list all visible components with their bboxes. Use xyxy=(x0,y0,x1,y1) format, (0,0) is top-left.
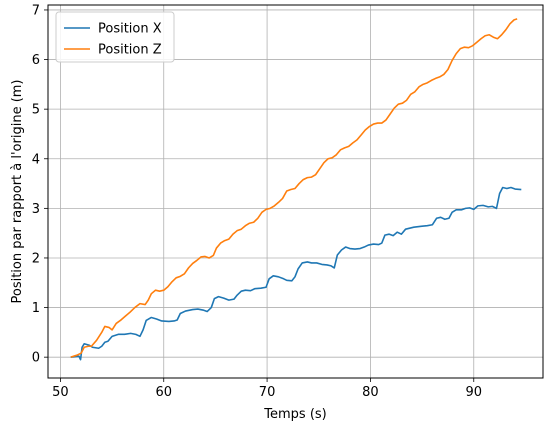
legend: Position X Position Z xyxy=(55,11,175,63)
y-tick-label: 2 xyxy=(32,251,40,266)
y-tick-label: 5 xyxy=(32,103,40,118)
x-tick-label: 50 xyxy=(52,385,69,400)
y-tick-label: 6 xyxy=(32,53,40,68)
x-tick-label: 90 xyxy=(465,385,482,400)
x-tick-label: 70 xyxy=(259,385,276,400)
y-tick-label: 1 xyxy=(32,301,40,316)
y-tick-label: 3 xyxy=(32,202,40,217)
plot-frame xyxy=(47,4,544,379)
y-axis-label: Position par rapport à l'origine (m) xyxy=(10,79,25,303)
y-axis: 0 1 2 3 4 5 6 7 xyxy=(32,3,48,366)
x-tick-label: 60 xyxy=(155,385,172,400)
x-axis-label: Temps (s) xyxy=(263,407,326,422)
y-tick-label: 4 xyxy=(32,152,40,167)
series-line-position-x xyxy=(70,186,522,361)
series-layer xyxy=(70,18,522,361)
series-line-position-z xyxy=(70,18,518,358)
x-axis: 50 60 70 80 90 xyxy=(52,378,482,400)
legend-label: Position X xyxy=(98,22,162,37)
legend-label: Position Z xyxy=(98,43,162,58)
y-tick-label: 7 xyxy=(32,3,40,18)
x-tick-label: 80 xyxy=(362,385,379,400)
y-tick-label: 0 xyxy=(32,351,40,366)
